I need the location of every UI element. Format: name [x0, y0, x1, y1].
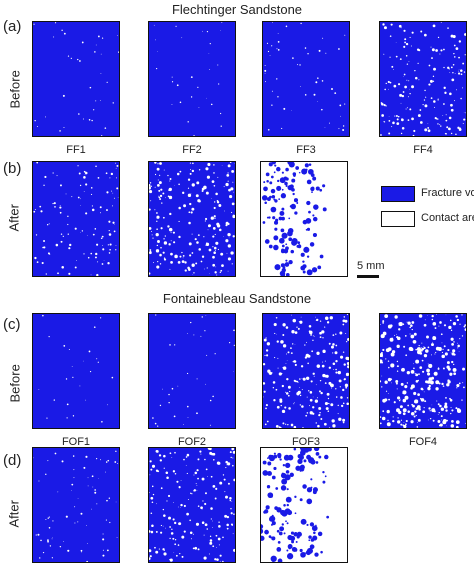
panel-fof3-before — [262, 313, 350, 429]
legend-contact-swatch — [381, 211, 415, 227]
legend-contact-label: Contact area — [421, 212, 474, 224]
legend-void-swatch — [381, 186, 415, 202]
label-fof1: FOF1 — [61, 436, 91, 448]
panel-tag-c: (c) — [3, 316, 21, 333]
legend-void-label: Fracture void — [421, 187, 474, 199]
panel-ff1-before — [32, 21, 120, 137]
label-ff3: FF3 — [296, 144, 316, 156]
panel-ff2-after — [148, 161, 236, 277]
panel-ff3-after — [260, 161, 348, 277]
row-label-before-2: Before — [7, 364, 23, 403]
panel-fof2-after — [148, 447, 236, 563]
panel-tag-a: (a) — [3, 18, 22, 35]
row-label-before-1: Before — [7, 70, 23, 109]
label-fof3: FOF3 — [291, 436, 321, 448]
panel-fof4-before — [379, 313, 467, 429]
section-title-flechtinger: Flechtinger Sandstone — [171, 2, 303, 17]
scale-bar — [357, 275, 379, 278]
panel-fof1-before — [32, 313, 120, 429]
panel-ff3-before — [262, 21, 350, 137]
panel-fof1-after — [32, 447, 120, 563]
row-label-after-1: After — [6, 204, 22, 232]
label-ff4: FF4 — [413, 144, 433, 156]
panel-fof2-before — [148, 313, 236, 429]
panel-ff1-after — [32, 161, 120, 277]
label-fof4: FOF4 — [408, 436, 438, 448]
row-label-after-2: After — [6, 500, 22, 528]
label-fof2: FOF2 — [177, 436, 207, 448]
panel-tag-b: (b) — [3, 160, 22, 177]
panel-ff2-before — [148, 21, 236, 137]
scale-bar-label: 5 mm — [357, 260, 385, 272]
panel-ff4-before — [379, 21, 467, 137]
label-ff1: FF1 — [66, 144, 86, 156]
panel-tag-d: (d) — [3, 452, 22, 469]
label-ff2: FF2 — [182, 144, 202, 156]
section-title-fontainebleau: Fontainebleau Sandstone — [162, 291, 312, 306]
panel-fof3-after — [260, 447, 348, 563]
